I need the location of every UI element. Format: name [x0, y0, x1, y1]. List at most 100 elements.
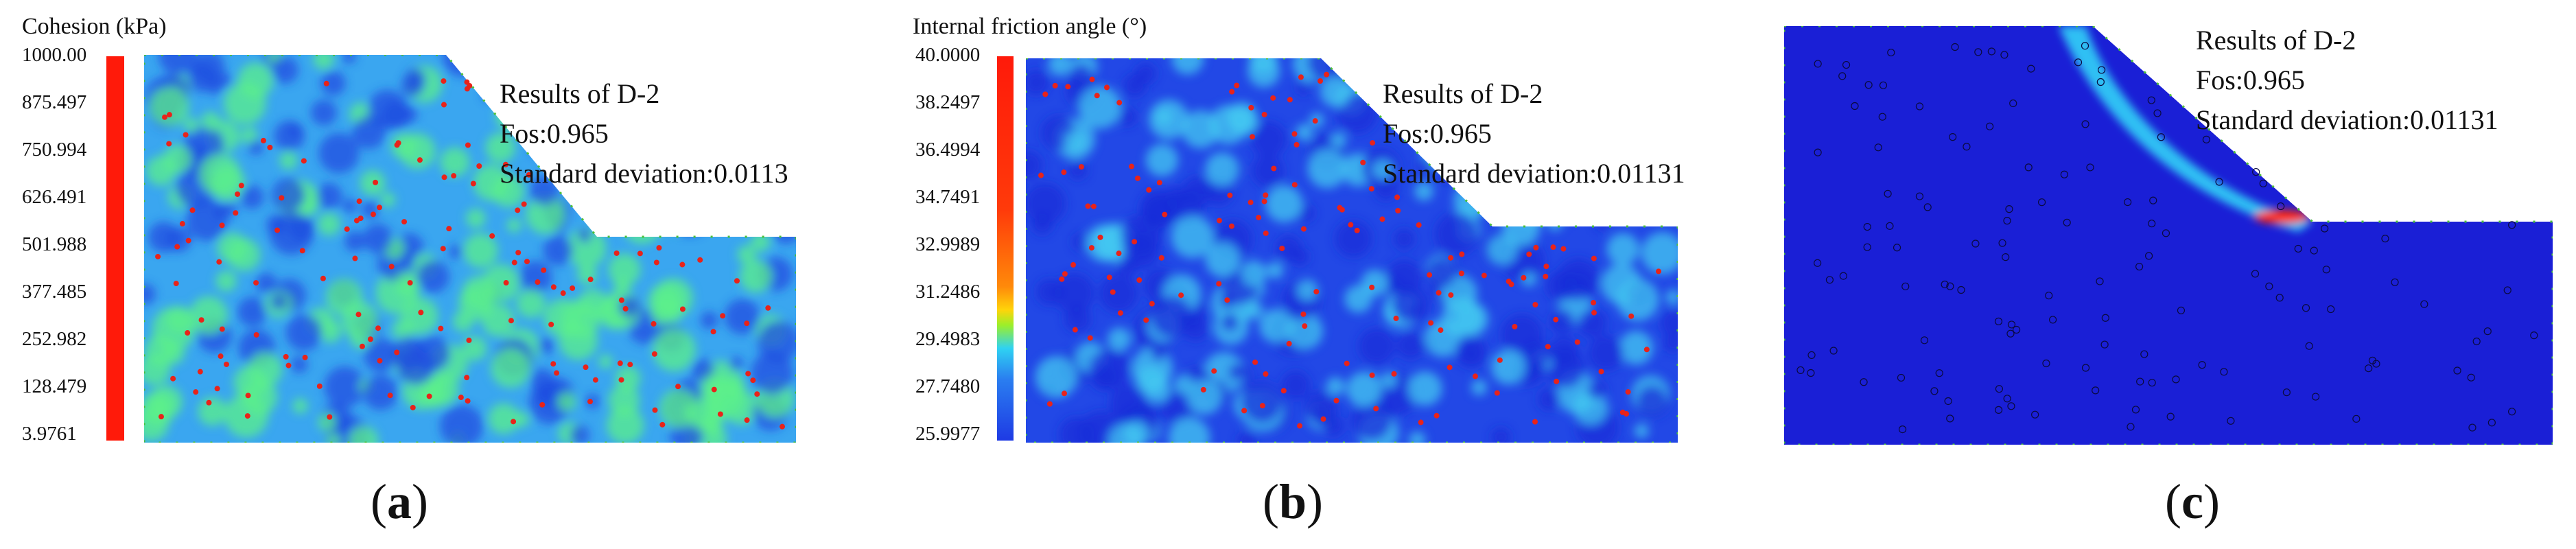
- random-point: [1393, 315, 1399, 321]
- random-point: [441, 78, 447, 84]
- random-point: [511, 259, 517, 266]
- tick-label: 31.2486: [915, 281, 981, 303]
- random-point: [1297, 423, 1303, 429]
- random-point: [618, 377, 624, 383]
- random-point: [2472, 337, 2481, 346]
- random-point: [1448, 292, 1454, 298]
- random-point: [1481, 272, 1487, 279]
- random-point: [253, 331, 259, 338]
- random-point: [1211, 368, 1217, 374]
- random-point: [441, 102, 447, 108]
- random-point: [1379, 216, 1385, 222]
- random-point: [1318, 78, 1324, 84]
- random-point: [2007, 320, 2016, 329]
- random-point: [587, 277, 594, 283]
- colorbar-title: Cohesion (kPa): [22, 14, 167, 39]
- random-point: [1884, 189, 1892, 198]
- random-point: [550, 284, 557, 290]
- random-point: [679, 306, 686, 312]
- fos-value: Fos:0.965: [1383, 118, 1492, 149]
- random-point: [1324, 71, 1330, 78]
- random-point: [554, 370, 560, 376]
- tick-label: 377.485: [22, 281, 87, 303]
- random-point: [560, 290, 566, 296]
- random-point: [2508, 221, 2516, 229]
- random-point: [214, 386, 220, 392]
- random-point: [388, 264, 395, 270]
- results-annotation: Results of D-2 Fos:0.965 Standard deviat…: [2196, 21, 2498, 140]
- random-point: [1224, 297, 1230, 303]
- random-point: [1418, 419, 1424, 425]
- random-point: [2081, 364, 2090, 372]
- random-point: [2148, 220, 2156, 228]
- random-point: [1974, 48, 1982, 56]
- random-point: [465, 398, 471, 404]
- random-point: [659, 421, 666, 428]
- random-point: [1261, 111, 1267, 117]
- random-point: [302, 354, 308, 360]
- random-point: [2157, 133, 2165, 141]
- random-point: [1078, 164, 1084, 170]
- random-point: [327, 414, 333, 420]
- random-point: [1814, 259, 1822, 267]
- random-point: [1864, 81, 1873, 89]
- random-point: [653, 259, 659, 266]
- random-point: [1369, 372, 1375, 378]
- std-deviation: Standard deviation:0.0113: [500, 158, 788, 189]
- random-point: [440, 246, 446, 252]
- random-point: [515, 250, 522, 256]
- random-point: [744, 320, 750, 327]
- tick-label: 25.9977: [915, 423, 981, 445]
- random-point: [260, 137, 266, 143]
- random-point: [279, 195, 285, 201]
- random-point: [1863, 222, 1871, 231]
- random-point: [1227, 192, 1233, 198]
- random-point: [2352, 414, 2361, 423]
- tick-label: 27.7480: [915, 375, 981, 397]
- random-point: [1178, 292, 1184, 299]
- subfigure-label: (a): [371, 474, 428, 529]
- random-point: [244, 413, 250, 419]
- random-point: [1963, 143, 1971, 151]
- random-point: [1550, 244, 1556, 250]
- tick-label: 750.994: [22, 139, 87, 161]
- random-point: [2127, 423, 2135, 431]
- random-point: [1879, 81, 1888, 89]
- random-point: [2012, 325, 2021, 334]
- random-point: [2282, 388, 2291, 397]
- random-point: [158, 414, 164, 420]
- random-point: [1394, 194, 1401, 200]
- random-point: [173, 281, 179, 287]
- random-point: [1986, 122, 1994, 130]
- random-point: [394, 349, 400, 355]
- random-point: [464, 86, 470, 92]
- random-point: [1427, 272, 1433, 278]
- random-point: [355, 312, 362, 318]
- random-point: [765, 305, 771, 311]
- random-point: [2098, 66, 2106, 74]
- random-point: [1270, 95, 1276, 101]
- random-point: [1893, 244, 1901, 252]
- random-point: [219, 222, 225, 229]
- random-point: [541, 267, 547, 273]
- random-point: [2100, 340, 2109, 349]
- random-point: [1448, 255, 1454, 261]
- random-point: [1957, 285, 1965, 294]
- random-point: [2321, 224, 2329, 233]
- random-point: [1300, 311, 1307, 317]
- random-point: [198, 317, 204, 323]
- random-point: [1046, 401, 1053, 407]
- random-point: [1291, 182, 1298, 188]
- random-point: [2177, 306, 2186, 315]
- random-point: [401, 219, 408, 225]
- random-point: [2003, 217, 2011, 225]
- random-point: [1097, 234, 1103, 240]
- random-point: [652, 407, 658, 413]
- random-point: [1971, 240, 1980, 248]
- tick-label: 34.7491: [915, 186, 981, 208]
- slope-field: [1784, 26, 2553, 445]
- random-point: [1291, 131, 1298, 137]
- random-point: [316, 383, 323, 389]
- random-point: [1263, 192, 1269, 198]
- random-point: [1814, 148, 1822, 156]
